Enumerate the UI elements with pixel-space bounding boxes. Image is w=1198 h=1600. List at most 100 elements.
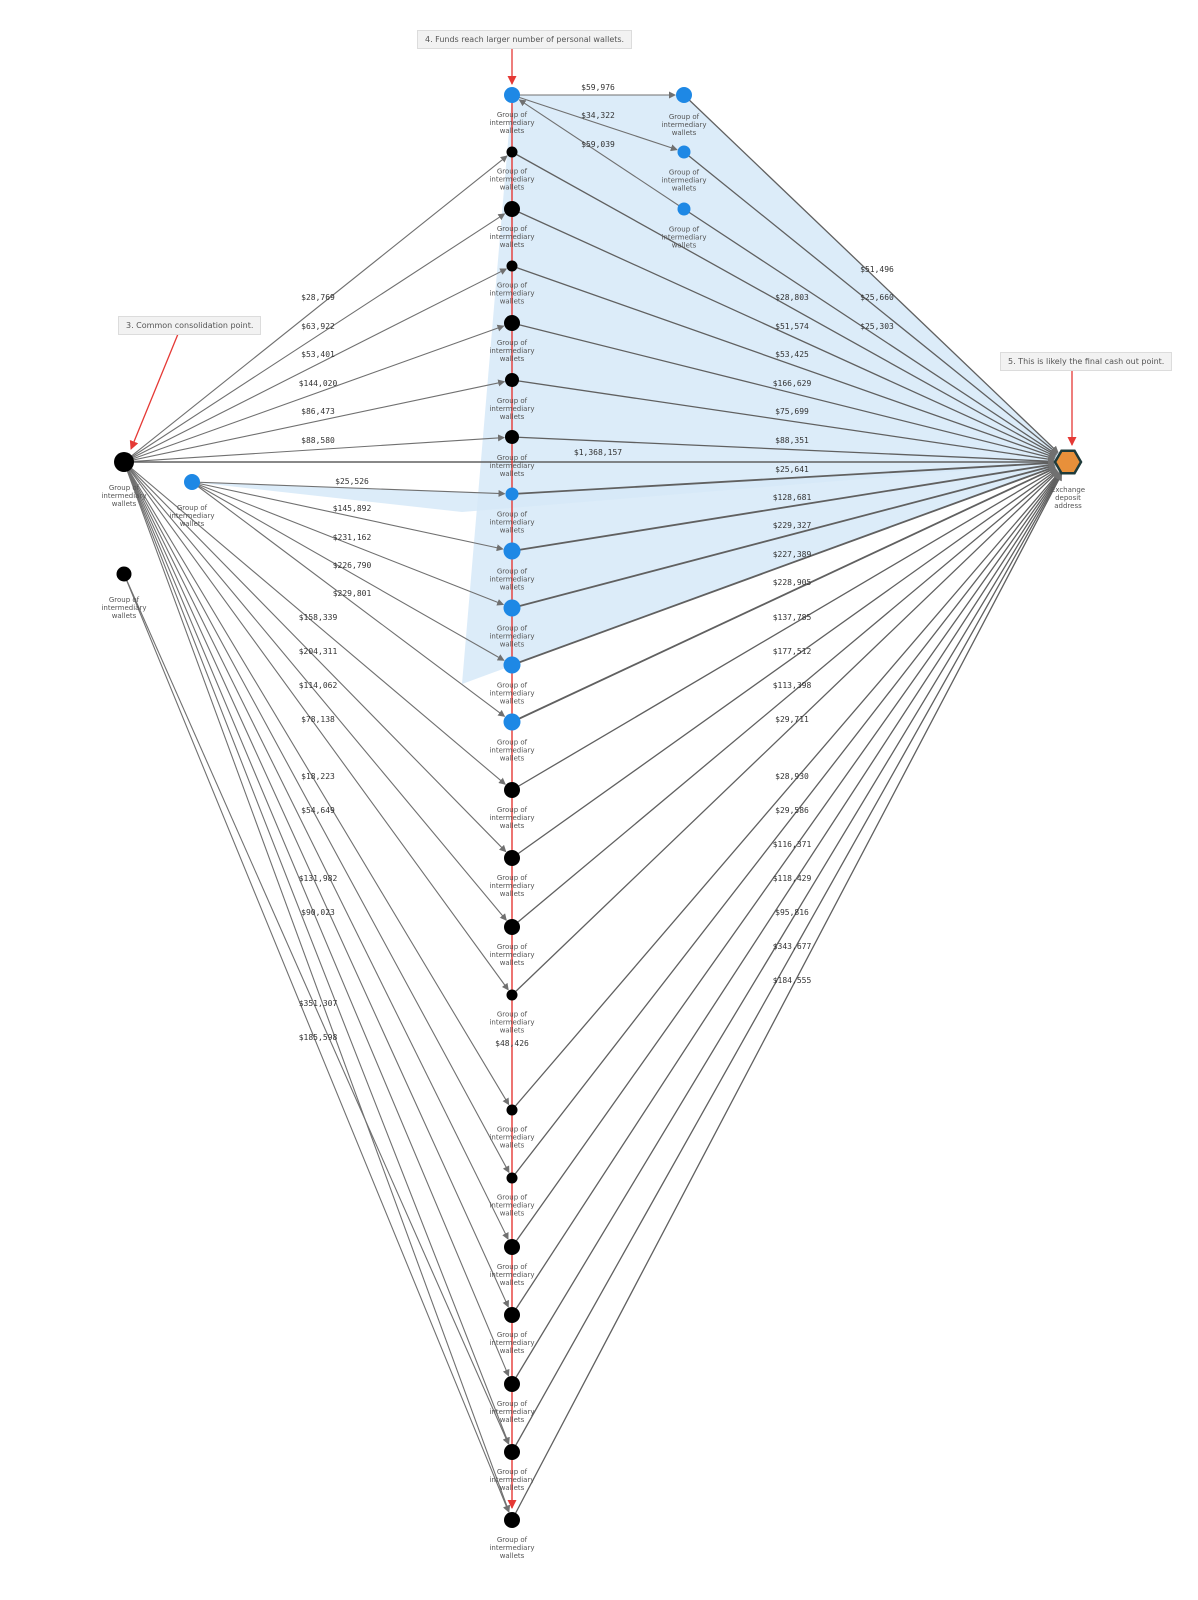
edge-consolidation-to-wallet (123, 213, 506, 463)
edge-lone-wallet-flow (123, 573, 510, 1445)
wallet-group-node[interactable] (504, 315, 520, 331)
wallet-group-node[interactable] (504, 1376, 520, 1392)
edge-wallet-to-exchange (511, 467, 1057, 723)
edge-consolidation-to-lower-wallet (123, 461, 506, 785)
edge-consolidation-to-lower-wallet (123, 461, 511, 1513)
amount-direct-label: $1,368,157 (574, 448, 622, 457)
edge-wallet-to-exchange (511, 470, 1059, 996)
wallet-group-node[interactable] (504, 201, 520, 217)
amount-label: $25,660 (860, 293, 894, 302)
wallet-group-label: Group of intermediary wallets (489, 225, 534, 249)
wallet-group-label: Group of intermediary wallets (489, 1468, 534, 1492)
amount-label: $227,389 (773, 550, 812, 559)
wallet-group-node[interactable] (504, 850, 520, 866)
wallet-group-node[interactable] (503, 713, 521, 731)
amount-label: $204,311 (299, 647, 338, 656)
edge-consolidation-to-lower-wallet (123, 461, 509, 991)
edge-consolidation-to-lower-wallet (123, 461, 510, 1377)
wallet-group-node[interactable] (677, 202, 691, 216)
wallet-group-label: Group of intermediary wallets (489, 943, 534, 967)
amount-label: $343,677 (773, 942, 812, 951)
blue-source-node[interactable] (184, 474, 200, 490)
edge-cluster-to-exchange (683, 208, 1058, 455)
amount-label: $75,699 (775, 407, 809, 416)
edge-consolidation-to-wallet (123, 434, 506, 463)
wallet-group-node[interactable] (504, 87, 520, 103)
amount-label: $185,598 (299, 1033, 338, 1042)
wallet-group-label: Group of intermediary wallets (489, 1194, 534, 1218)
amount-label: $128,681 (773, 493, 812, 502)
amount-label: $59,039 (581, 140, 615, 149)
exchange-node[interactable] (1053, 449, 1083, 475)
amount-label: $228,905 (773, 578, 812, 587)
wallet-group-node[interactable] (504, 1512, 520, 1528)
wallet-group-label: Group of intermediary wallets (489, 739, 534, 763)
edge-wallet-to-exchange (511, 471, 1060, 1111)
wallet-group-label: Group of intermediary wallets (489, 339, 534, 363)
edge-wallet-to-exchange (511, 208, 1057, 457)
consolidation-node[interactable] (114, 452, 134, 472)
edge-wallet-to-exchange (511, 322, 1056, 461)
exchange-node-label: Exchange deposit address (1051, 486, 1085, 510)
wallet-group-label: Group of intermediary wallets (489, 168, 534, 192)
wallet-group-label: Group of intermediary wallets (489, 511, 534, 535)
wallet-group-node[interactable] (503, 542, 521, 560)
wallet-group-node[interactable] (676, 87, 692, 103)
amount-label: $29,586 (775, 806, 809, 815)
edge-wallet-to-exchange (511, 265, 1056, 459)
edge-consolidation-to-lower-wallet (123, 461, 509, 1308)
edge-consolidation-to-lower-wallet (123, 461, 510, 1106)
edge-wallet-to-exchange (511, 472, 1061, 1248)
wallet-group-label: Group of intermediary wallets (489, 397, 534, 421)
wallet-group-node[interactable] (506, 1172, 518, 1184)
edge-consolidation-to-wallet (123, 268, 508, 463)
amount-middle-label: $48,426 (495, 1039, 529, 1048)
wallet-group-node[interactable] (505, 487, 519, 501)
edge-wallet-to-exchange (511, 472, 1061, 1316)
wallet-group-label: Group of intermediary wallets (489, 111, 534, 135)
edge-wallet-to-exchange (511, 463, 1056, 609)
wallet-group-label: Group of intermediary wallets (489, 1536, 534, 1560)
amount-label: $137,785 (773, 613, 812, 622)
wallet-group-node[interactable] (506, 989, 518, 1001)
wallet-group-node[interactable] (503, 599, 521, 617)
wallet-group-node[interactable] (506, 146, 518, 158)
amount-label: $145,892 (333, 504, 372, 513)
amount-label: $158,339 (299, 613, 338, 622)
wallet-group-node[interactable] (503, 656, 521, 674)
edge-wallet-to-exchange (511, 469, 1058, 859)
wallet-group-label: Group of intermediary wallets (169, 504, 214, 528)
wallet-group-node[interactable] (505, 373, 519, 387)
edge-cluster-to-exchange (683, 94, 1059, 454)
edge-cluster-to-exchange (683, 151, 1058, 454)
amount-label: $88,351 (775, 436, 809, 445)
edge-lone-wallet-flow (123, 573, 510, 1513)
wallet-group-node[interactable] (506, 260, 518, 272)
edge-wallet-to-exchange (511, 436, 1056, 465)
amount-label: $29,711 (775, 715, 809, 724)
wallet-group-node[interactable] (504, 1444, 520, 1460)
amount-label: $51,574 (775, 322, 809, 331)
edge-wallet-to-exchange (511, 473, 1062, 1453)
wallet-group-node[interactable] (677, 145, 691, 159)
amount-label: $229,327 (773, 521, 812, 530)
amount-label: $28,769 (301, 293, 335, 302)
edge-consolidation-to-lower-wallet (123, 461, 507, 853)
amount-label: $18,223 (301, 772, 335, 781)
wallet-group-node[interactable] (504, 782, 520, 798)
wallet-group-node[interactable] (506, 1104, 518, 1116)
wallet-group-node[interactable] (504, 1239, 520, 1255)
wallet-group-node[interactable] (504, 919, 520, 935)
wallet-group-node[interactable] (504, 1307, 520, 1323)
amount-label: $88,580 (301, 436, 335, 445)
edge-consolidation-to-lower-wallet (123, 461, 507, 921)
amount-label: $184,555 (773, 976, 812, 985)
edge-consolidation-to-wallet (123, 324, 505, 463)
edge-blue-source-to-wallet (191, 481, 506, 717)
wallet-group-node[interactable] (505, 430, 519, 444)
amount-label: $86,473 (301, 407, 335, 416)
amount-label: $95,816 (775, 908, 809, 917)
wallet-group-node[interactable] (116, 566, 132, 582)
amount-label: $166,629 (773, 379, 812, 388)
edge-top-cluster (511, 94, 678, 152)
